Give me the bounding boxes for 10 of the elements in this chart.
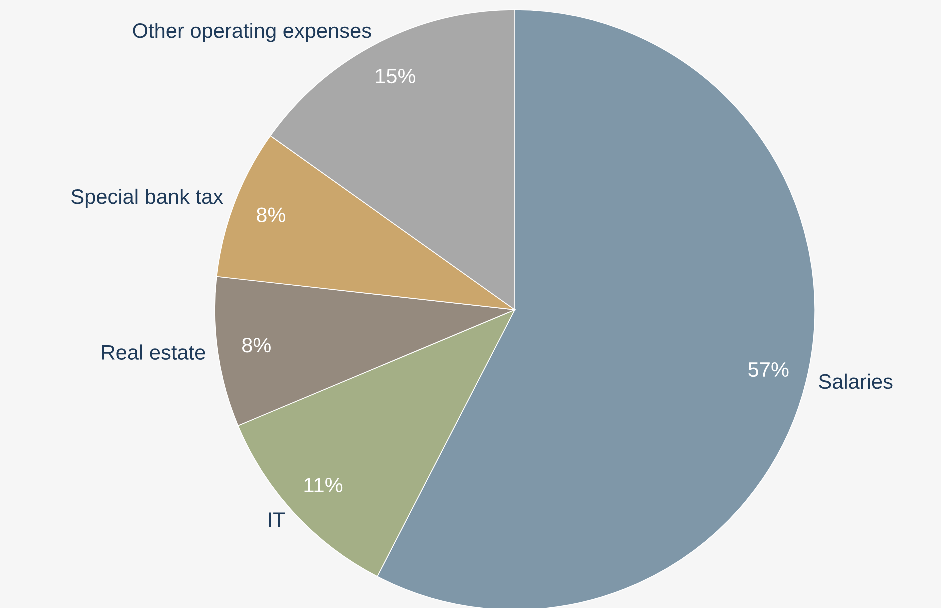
data-label: 8%: [242, 338, 271, 353]
data-label: 8%: [257, 208, 286, 222]
slice-label: IT: [269, 512, 286, 528]
slice-label: Real estate: [102, 344, 206, 360]
slice-label: Other operating expenses: [133, 22, 372, 42]
data-label: 57%: [748, 362, 789, 378]
data-label: 11%: [304, 478, 343, 493]
slice-label: Salaries: [819, 374, 893, 390]
slice-label: Special bank tax: [72, 188, 224, 208]
data-label: 15%: [376, 68, 416, 84]
